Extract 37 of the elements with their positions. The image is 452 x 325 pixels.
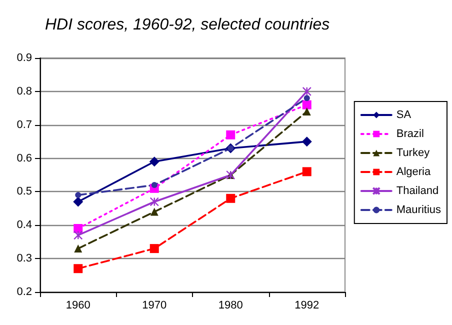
point [304, 95, 310, 102]
y-tick-label: 0.8 [16, 85, 32, 98]
legend-label: Brazil [396, 128, 424, 140]
point [302, 100, 312, 110]
y-tick-label: 0.6 [16, 152, 32, 164]
x-tick-label: 1970 [142, 300, 167, 312]
point [302, 167, 312, 176]
y-tick-label: 0.4 [16, 219, 32, 232]
x-tick-label: 1980 [218, 300, 243, 312]
point [150, 208, 158, 216]
point [75, 192, 82, 198]
chart-title: HDI scores, 1960-92, selected countries [45, 16, 330, 34]
legend-label: Thailand [396, 185, 439, 197]
y-tick-label: 0.2 [16, 286, 32, 298]
point [226, 130, 236, 140]
y-tick-label: 0.5 [16, 186, 32, 198]
y-tick-label: 0.3 [16, 252, 32, 265]
x-tick-label: 1960 [66, 300, 90, 312]
legend-label: Mauritius [396, 204, 442, 216]
point [150, 244, 159, 254]
legend-label: Turkey [396, 147, 430, 159]
point [74, 230, 83, 240]
legend-label: Algeria [396, 166, 432, 178]
y-tick-label: 0.9 [16, 52, 32, 64]
y-tick-label: 0.7 [16, 118, 32, 131]
point [150, 197, 159, 206]
point [302, 136, 312, 147]
point [151, 182, 158, 188]
point [149, 156, 160, 167]
point [226, 194, 236, 203]
point [74, 244, 82, 253]
point [73, 196, 84, 207]
point [302, 107, 311, 116]
legend-label: SA [396, 109, 412, 121]
x-tick-label: 1992 [294, 300, 320, 312]
point [302, 86, 312, 96]
point [74, 264, 83, 274]
